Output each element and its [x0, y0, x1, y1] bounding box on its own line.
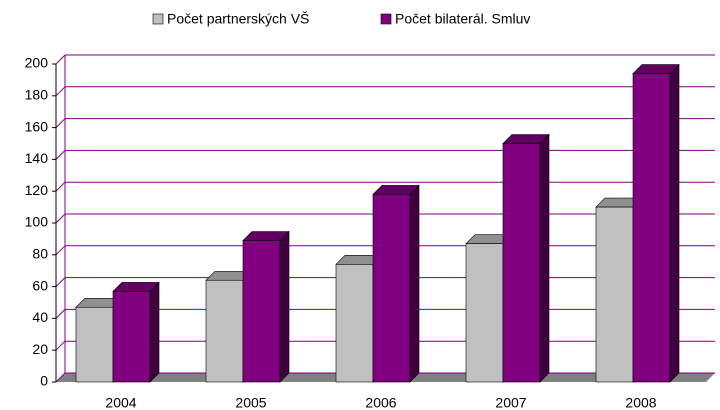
y-tick-label: 160 — [25, 118, 49, 134]
y-tick-label: 60 — [32, 277, 48, 293]
grid-line — [55, 245, 66, 256]
grid-line — [55, 372, 66, 383]
grid-line — [55, 213, 66, 224]
grid-line — [55, 340, 66, 351]
legend-label: Počet bilaterál. Smluv — [395, 11, 530, 27]
grid-line — [55, 150, 66, 160]
bar — [465, 243, 504, 383]
grid-line — [55, 309, 66, 319]
y-tick-label: 180 — [25, 87, 49, 103]
bar-side — [149, 281, 160, 383]
x-tick-label: 2006 — [365, 395, 396, 410]
x-tick-label: 2005 — [235, 395, 266, 410]
bar — [112, 291, 151, 383]
x-tick-label: 2008 — [625, 395, 656, 410]
y-tick-label: 40 — [32, 309, 48, 325]
y-tick-label: 120 — [25, 182, 49, 198]
bar-side — [539, 133, 550, 383]
grid-line — [55, 277, 66, 287]
bar — [205, 279, 244, 383]
legend-swatch — [152, 13, 164, 25]
bar — [372, 194, 411, 383]
bar-side — [669, 63, 680, 383]
bar — [502, 143, 541, 383]
legend-label: Počet partnerských VŠ — [167, 11, 309, 27]
bar — [595, 206, 634, 383]
grid-line — [55, 181, 66, 192]
bar — [75, 306, 114, 383]
grid-line — [55, 118, 66, 128]
x-tick-label: 2004 — [105, 395, 136, 410]
grid-line — [55, 54, 66, 65]
bar-side — [279, 230, 290, 383]
grid-line — [55, 86, 66, 97]
y-tick-label: 140 — [25, 150, 49, 166]
bar-side — [409, 184, 420, 383]
y-tick-label: 100 — [25, 214, 49, 230]
y-tick-label: 80 — [32, 246, 48, 262]
bar — [335, 264, 374, 383]
x-tick-label: 2007 — [495, 395, 526, 410]
y-tick-label: 200 — [25, 55, 49, 71]
y-tick-label: 0 — [40, 373, 48, 389]
bar — [632, 73, 671, 383]
y-tick-label: 20 — [32, 341, 48, 357]
legend-swatch — [380, 13, 392, 25]
bar — [242, 240, 281, 383]
